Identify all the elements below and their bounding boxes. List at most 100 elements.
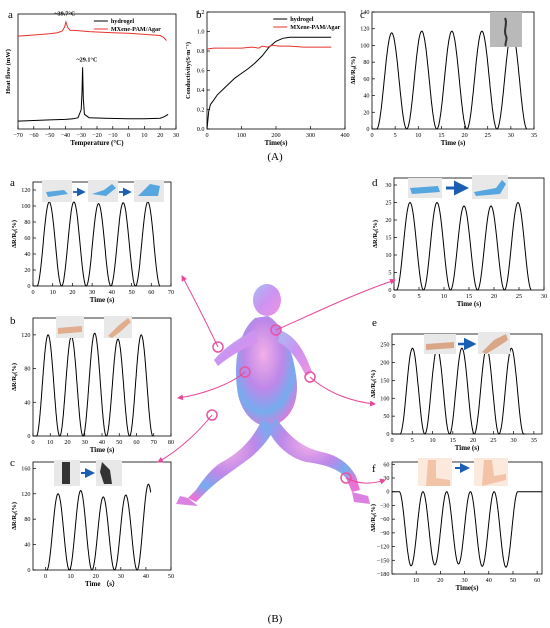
chart-a-c: c 0 5 10 15 20 25 30 35 0 20 40 60 80 100 120 140 Time (s… bbox=[350, 9, 537, 147]
x-tick-label: 15 bbox=[438, 132, 444, 139]
x-tick-label: −20 bbox=[92, 132, 102, 139]
x-tick-label: −40 bbox=[61, 132, 71, 139]
x-tick-label: 30 bbox=[82, 439, 88, 446]
x-tick-label: 200 bbox=[271, 132, 280, 139]
panel-letter: a bbox=[8, 9, 13, 21]
x-tick-label: −60 bbox=[29, 132, 39, 139]
plot-frame bbox=[371, 11, 535, 130]
x-tick-label: 25 bbox=[490, 437, 496, 444]
legend-entry: MXene-PAM/Agar bbox=[290, 24, 340, 31]
x-tick-label: 0 bbox=[390, 437, 393, 444]
panel-letter: c bbox=[10, 457, 15, 469]
y-tick-label: 1.0 bbox=[197, 29, 205, 36]
x-tick-label: 20 bbox=[64, 439, 70, 446]
x-tick-label: 0 bbox=[370, 132, 373, 139]
series-line-response bbox=[33, 332, 154, 437]
plot-frame bbox=[391, 333, 543, 435]
series-line-response bbox=[392, 347, 526, 435]
y-tick-label: −30 bbox=[380, 502, 390, 509]
x-tick-label: 400 bbox=[340, 132, 349, 139]
x-tick-label: 10 bbox=[441, 293, 447, 300]
chart-b-e: e 0 5 10 15 20 25 30 35 0 50 100 150 200 250 Time (s) ΔR… bbox=[370, 317, 543, 452]
x-tick-label: −70 bbox=[13, 132, 23, 139]
x-tick-label: 20 bbox=[437, 577, 443, 584]
chart-b-c: c 0 10 20 30 40 50 0 40 80 120 160 Time （s） ΔR/R₀(%) bbox=[10, 457, 174, 588]
x-tick-label: 20 bbox=[93, 573, 99, 580]
y-axis-label: ΔR/R₀(%) bbox=[11, 502, 18, 530]
x-tick-label: 100 bbox=[237, 132, 246, 139]
x-tick-label: 10 bbox=[68, 573, 74, 580]
y-tick-label: 0.8 bbox=[197, 48, 205, 55]
y-tick-label: 0 bbox=[27, 433, 30, 440]
y-tick-label: 150 bbox=[380, 377, 389, 384]
x-tick-label: −50 bbox=[45, 132, 55, 139]
series-line-hydrogel bbox=[17, 67, 169, 122]
x-tick-label: 15 bbox=[466, 293, 472, 300]
x-tick-label: 5 bbox=[411, 437, 414, 444]
x-axis-label: Time(s) bbox=[456, 584, 479, 592]
panel-letter: a bbox=[10, 177, 15, 189]
y-tick-label: 0 bbox=[386, 489, 389, 496]
section-label-b: (B) bbox=[268, 613, 283, 625]
y-tick-label: 0 bbox=[27, 567, 30, 574]
y-tick-label: 0.6 bbox=[197, 68, 205, 75]
annotation-peak-red: ~39.7°C bbox=[54, 11, 75, 18]
series-line-response bbox=[45, 483, 152, 571]
panel-letter: c bbox=[360, 9, 365, 21]
connector-arrows bbox=[157, 275, 396, 485]
arrow-to-panel-b-a bbox=[181, 275, 219, 348]
chart-b-d: d 0 5 10 15 20 25 30 0 5 10 15 20 25 30 Time (s) ΔR/R₀(%… bbox=[372, 177, 547, 308]
arrow-to-panel-b-d bbox=[275, 278, 396, 331]
x-tick-label: 15 bbox=[450, 437, 456, 444]
y-tick-label: −60 bbox=[380, 516, 390, 523]
x-tick-label: 10 bbox=[413, 577, 419, 584]
x-tick-label: 60 bbox=[133, 439, 139, 446]
y-tick-label: 0 bbox=[366, 126, 369, 133]
y-axis-label: ΔR/R₀(%) bbox=[370, 370, 377, 398]
x-tick-label: 0 bbox=[31, 289, 34, 296]
y-tick-label: 0 bbox=[388, 287, 391, 294]
y-tick-label: 120 bbox=[21, 187, 30, 194]
y-tick-label: 0.0 bbox=[197, 126, 205, 133]
y-tick-label: 80 bbox=[363, 59, 369, 66]
legend-entry: hydrogel bbox=[111, 18, 135, 25]
x-tick-label: 60 bbox=[534, 577, 540, 584]
y-tick-label: 40 bbox=[24, 251, 30, 258]
y-tick-label: 20 bbox=[385, 217, 391, 224]
y-tick-label: 100 bbox=[360, 42, 369, 49]
x-tick-label: 30 bbox=[541, 293, 547, 300]
inset-photos bbox=[42, 12, 522, 486]
arrow-to-panel-b-e bbox=[309, 376, 376, 407]
x-tick-label: 30 bbox=[173, 132, 179, 139]
x-tick-label: 20 bbox=[491, 293, 497, 300]
x-tick-label: 0 bbox=[31, 439, 34, 446]
x-tick-label: 40 bbox=[99, 439, 105, 446]
chart-b-b: b 0 10 20 30 40 50 60 70 80 0 40 80 120 Time (s) ΔR/R₀(… bbox=[10, 315, 174, 454]
x-tick-label: 50 bbox=[510, 577, 516, 584]
series-line-mxene-pam-agar bbox=[206, 44, 332, 50]
y-axis-label: ΔR/R₀(%) bbox=[11, 220, 18, 248]
y-tick-label: 80 bbox=[24, 366, 30, 373]
legend-entry: MXene-PAM/Agar bbox=[111, 26, 161, 33]
y-tick-label: 60 bbox=[24, 235, 30, 242]
y-tick-label: 0.2 bbox=[197, 107, 205, 114]
x-tick-label: 35 bbox=[531, 132, 537, 139]
x-tick-label: −30 bbox=[76, 132, 86, 139]
series-line-mxene-pam-agar bbox=[17, 20, 167, 41]
x-tick-label: 300 bbox=[306, 132, 315, 139]
y-tick-label: −90 bbox=[380, 530, 390, 537]
y-axis-label: Heat flow (mW) bbox=[5, 49, 12, 94]
y-tick-label: 1.2 bbox=[197, 9, 205, 16]
y-tick-label: 120 bbox=[21, 491, 30, 498]
arrow-to-panel-b-f bbox=[345, 477, 386, 485]
y-tick-label: 250 bbox=[380, 342, 389, 349]
x-tick-label: 40 bbox=[486, 577, 492, 584]
y-tick-label: 160 bbox=[21, 465, 30, 472]
x-tick-label: 20 bbox=[69, 289, 75, 296]
x-tick-label: 70 bbox=[168, 289, 174, 296]
x-tick-label: 10 bbox=[415, 132, 421, 139]
y-tick-label: 15 bbox=[385, 235, 391, 242]
y-tick-label: 0.4 bbox=[197, 87, 205, 94]
y-tick-label: 5 bbox=[388, 270, 391, 277]
